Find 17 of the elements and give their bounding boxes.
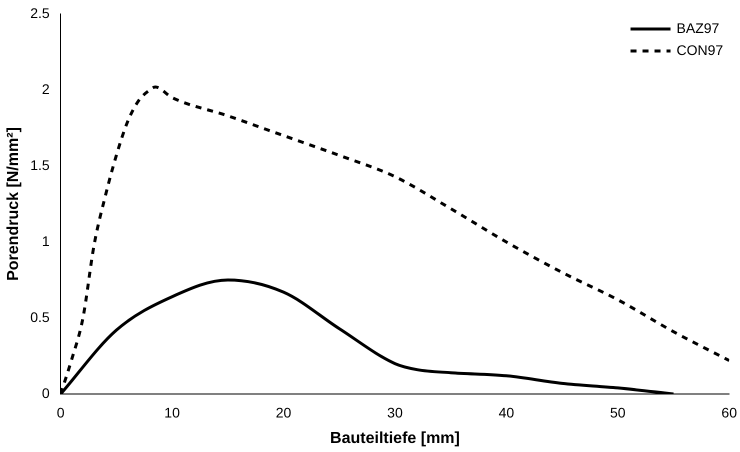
x-tick-label: 60 (721, 404, 738, 420)
x-tick-label: 40 (498, 404, 514, 420)
y-tick-label: 1 (42, 232, 50, 249)
y-tick-label: 2.5 (30, 4, 50, 21)
y-tick-label: 0.5 (30, 308, 50, 325)
y-axis-title: Porendruck [N/mm²] (5, 127, 22, 281)
x-axis-title: Bauteiltiefe [mm] (330, 430, 460, 447)
x-tick-label: 20 (276, 404, 292, 420)
legend-label: BAZ97 (676, 20, 720, 36)
y-tick-label: 1.5 (30, 156, 50, 173)
x-tick-label: 50 (610, 404, 626, 420)
legend-label: CON97 (676, 42, 724, 58)
x-tick-label: 0 (56, 404, 65, 420)
y-tick-label: 2 (42, 80, 50, 97)
y-tick-label: 0 (42, 384, 50, 401)
x-tick-label: 10 (164, 404, 180, 420)
x-tick-label: 30 (387, 404, 403, 420)
